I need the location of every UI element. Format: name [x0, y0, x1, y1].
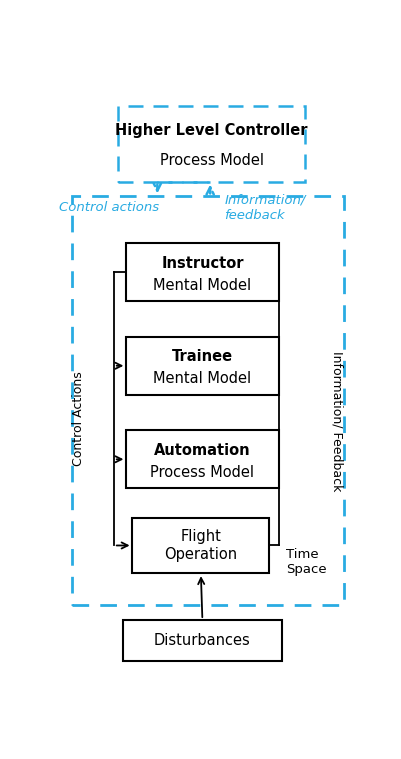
Text: Control actions: Control actions: [59, 201, 160, 215]
Text: Mental Model: Mental Model: [153, 371, 251, 386]
Bar: [126, 336, 279, 395]
Text: Instructor: Instructor: [161, 256, 244, 271]
Bar: [123, 620, 282, 661]
Text: Information/ Feedback: Information/ Feedback: [331, 351, 344, 492]
Text: Process Model: Process Model: [160, 153, 264, 168]
Bar: [126, 430, 279, 489]
Text: Control Actions: Control Actions: [72, 371, 85, 466]
Text: Flight
Operation: Flight Operation: [164, 529, 237, 562]
Bar: [126, 243, 279, 301]
Text: Trainee: Trainee: [172, 349, 233, 364]
Text: Process Model: Process Model: [150, 465, 254, 480]
Text: Mental Model: Mental Model: [153, 278, 251, 293]
Bar: [72, 197, 344, 606]
Text: Automation: Automation: [154, 443, 251, 458]
Text: Information/
feedback: Information/ feedback: [224, 194, 306, 222]
Text: Higher Level Controller: Higher Level Controller: [115, 122, 308, 137]
Text: Time
Space: Time Space: [286, 547, 327, 575]
Bar: [119, 106, 305, 181]
Bar: [132, 518, 269, 573]
Text: Disturbances: Disturbances: [154, 633, 251, 648]
